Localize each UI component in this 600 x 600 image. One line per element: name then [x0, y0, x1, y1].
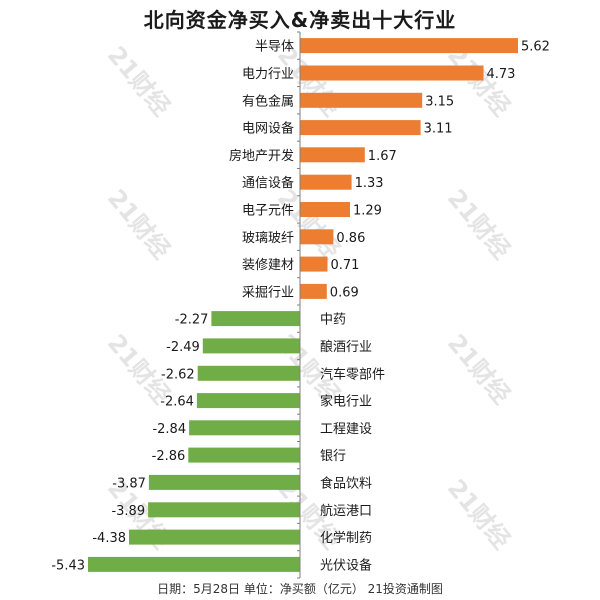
- value-label-17: -3.87: [112, 476, 146, 491]
- value-label-3: 3.15: [425, 94, 454, 109]
- category-label-13: 汽车零部件: [320, 366, 385, 382]
- value-label-9: 0.71: [331, 258, 360, 273]
- chart-footer: 日期：5月28日 单位：净买额（亿元） 21投资通制图: [157, 582, 443, 596]
- category-label-2: 电力行业: [242, 67, 294, 82]
- bar-13: [197, 365, 300, 381]
- category-label-20: 光伏设备: [320, 557, 372, 573]
- category-label-6: 通信设备: [242, 175, 294, 191]
- bar-5: [300, 147, 365, 163]
- category-label-1: 半导体: [255, 40, 294, 55]
- bar-6: [300, 174, 352, 190]
- bar-11: [211, 311, 300, 327]
- value-label-8: 0.86: [336, 231, 365, 246]
- value-label-10: 0.69: [330, 285, 359, 300]
- value-label-18: -3.89: [111, 504, 145, 519]
- category-label-11: 中药: [320, 313, 346, 328]
- bar-1: [300, 38, 518, 54]
- category-label-3: 有色金属: [242, 93, 294, 109]
- category-label-15: 工程建设: [320, 422, 372, 437]
- bar-17: [148, 474, 300, 490]
- bar-10: [300, 283, 327, 299]
- value-label-14: -2.64: [160, 395, 194, 410]
- value-label-15: -2.84: [152, 422, 186, 437]
- category-label-17: 食品饮料: [320, 475, 372, 491]
- value-label-7: 1.29: [353, 204, 382, 219]
- value-label-16: -2.86: [152, 449, 186, 464]
- value-label-13: -2.62: [161, 367, 195, 382]
- category-label-4: 电网设备: [242, 121, 294, 137]
- bar-14: [196, 393, 300, 409]
- bar-4: [300, 120, 421, 136]
- value-label-12: -2.49: [166, 340, 200, 355]
- bar-7: [300, 202, 350, 217]
- bar-9: [300, 256, 328, 272]
- value-label-19: -4.38: [92, 531, 126, 546]
- bar-16: [188, 447, 300, 463]
- category-label-19: 化学制药: [320, 530, 372, 546]
- category-label-12: 酿酒行业: [320, 339, 372, 355]
- category-label-16: 银行: [320, 449, 346, 464]
- category-label-8: 玻璃玻纤: [242, 231, 294, 246]
- bar-8: [300, 229, 334, 245]
- category-label-7: 电子元件: [242, 204, 294, 219]
- bar-15: [189, 420, 300, 436]
- chart-title: 北向资金净买入&净卖出十大行业: [143, 8, 457, 32]
- value-label-1: 5.62: [521, 40, 550, 55]
- value-label-4: 3.11: [424, 122, 453, 137]
- category-label-9: 装修建材: [242, 258, 294, 273]
- bar-2: [300, 65, 484, 81]
- bar-19: [129, 529, 300, 545]
- bar-18: [148, 502, 300, 518]
- category-label-18: 航运港口: [320, 503, 372, 519]
- bar-12: [202, 338, 300, 354]
- value-label-11: -2.27: [175, 313, 209, 328]
- value-label-20: -5.43: [51, 558, 85, 573]
- value-label-5: 1.67: [368, 149, 397, 164]
- bar-3: [300, 92, 423, 108]
- category-label-10: 采掘行业: [242, 285, 294, 300]
- value-label-2: 4.73: [487, 67, 516, 82]
- category-label-5: 房地产开发: [229, 148, 294, 164]
- category-label-14: 家电行业: [320, 394, 372, 410]
- value-label-6: 1.33: [355, 176, 384, 191]
- bar-20: [88, 556, 300, 572]
